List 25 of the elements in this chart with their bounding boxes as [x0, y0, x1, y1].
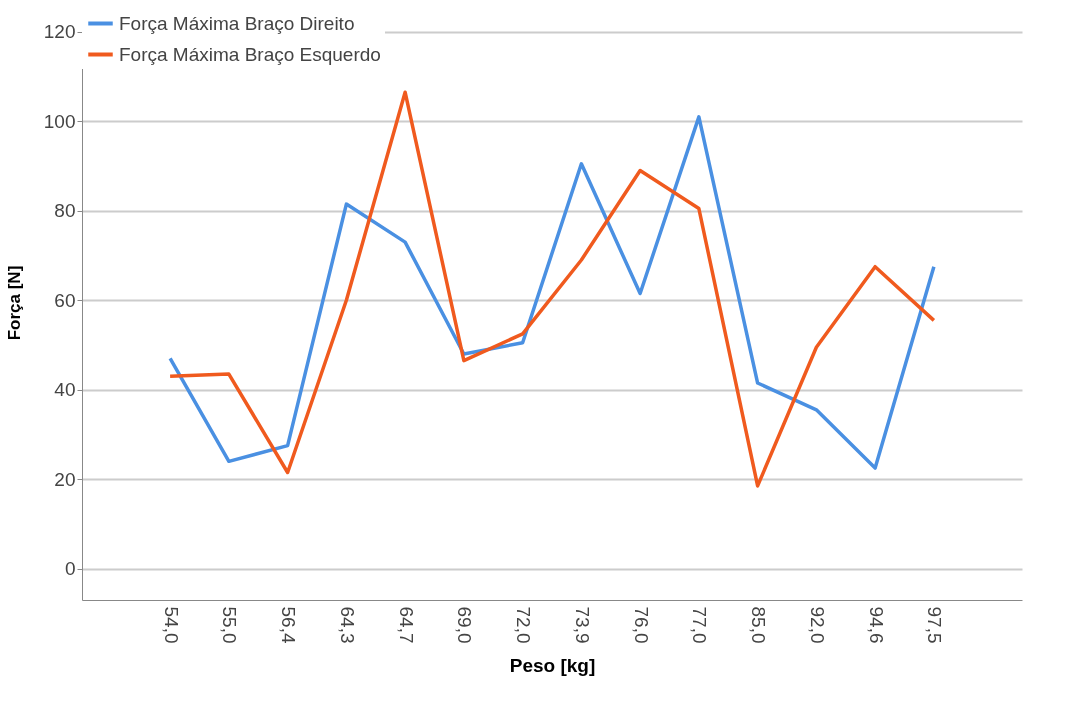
- legend-label: Força Máxima Braço Direito: [119, 12, 355, 34]
- x-tick-label: 97,5: [924, 606, 946, 644]
- y-tick-label: 60: [54, 289, 76, 311]
- x-tick-label: 77,0: [689, 606, 711, 644]
- x-tick-label: 55,0: [219, 606, 241, 644]
- y-tick-label: 80: [54, 200, 76, 222]
- x-tick-label: 64,3: [336, 606, 358, 644]
- legend-label: Força Máxima Braço Esquerdo: [119, 43, 381, 65]
- y-tick-label: 100: [43, 110, 76, 132]
- x-tick-label: 54,0: [160, 606, 182, 644]
- x-tick-label: 72,0: [513, 606, 535, 644]
- y-tick-label: 40: [54, 379, 76, 401]
- x-tick-label: 85,0: [748, 606, 770, 644]
- y-tick-label: 0: [64, 558, 76, 580]
- x-tick-label: 94,6: [865, 606, 887, 644]
- x-tick-label: 92,0: [806, 606, 828, 644]
- x-axis-title: Peso [kg]: [509, 655, 596, 677]
- x-tick-label: 64,7: [395, 606, 417, 644]
- y-axis-title: Força [N]: [4, 265, 24, 341]
- y-tick-label: 120: [43, 21, 76, 43]
- x-tick-label: 69,0: [454, 606, 476, 644]
- x-tick-label: 56,4: [278, 606, 300, 644]
- y-tick-label: 20: [54, 468, 76, 490]
- x-tick-label: 76,0: [630, 606, 652, 644]
- x-tick-label: 73,9: [571, 606, 593, 644]
